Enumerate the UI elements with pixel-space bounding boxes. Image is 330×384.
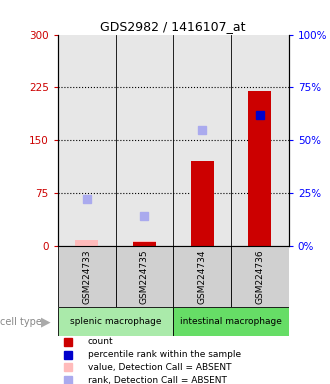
Bar: [173, 307, 289, 336]
Text: GSM224735: GSM224735: [140, 249, 149, 304]
Text: ▶: ▶: [41, 315, 51, 328]
Bar: [231, 35, 289, 246]
Text: cell type: cell type: [0, 316, 42, 327]
Text: value, Detection Call = ABSENT: value, Detection Call = ABSENT: [88, 363, 231, 372]
Text: count: count: [88, 337, 113, 346]
Bar: [191, 161, 214, 246]
Text: percentile rank within the sample: percentile rank within the sample: [88, 350, 241, 359]
Title: GDS2982 / 1416107_at: GDS2982 / 1416107_at: [101, 20, 246, 33]
Bar: [133, 242, 156, 246]
Text: splenic macrophage: splenic macrophage: [70, 317, 161, 326]
Bar: [75, 240, 98, 246]
Bar: [115, 35, 173, 246]
Bar: [58, 307, 173, 336]
Bar: [58, 35, 115, 246]
Text: intestinal macrophage: intestinal macrophage: [180, 317, 282, 326]
Bar: [173, 246, 231, 307]
Text: GSM224733: GSM224733: [82, 249, 91, 304]
Bar: [231, 246, 289, 307]
Text: rank, Detection Call = ABSENT: rank, Detection Call = ABSENT: [88, 376, 226, 384]
Bar: [133, 241, 156, 246]
Text: GSM224734: GSM224734: [198, 249, 207, 304]
Bar: [248, 91, 271, 246]
Bar: [173, 35, 231, 246]
Bar: [115, 246, 173, 307]
Bar: [248, 244, 271, 246]
Text: GSM224736: GSM224736: [255, 249, 264, 304]
Bar: [58, 246, 115, 307]
